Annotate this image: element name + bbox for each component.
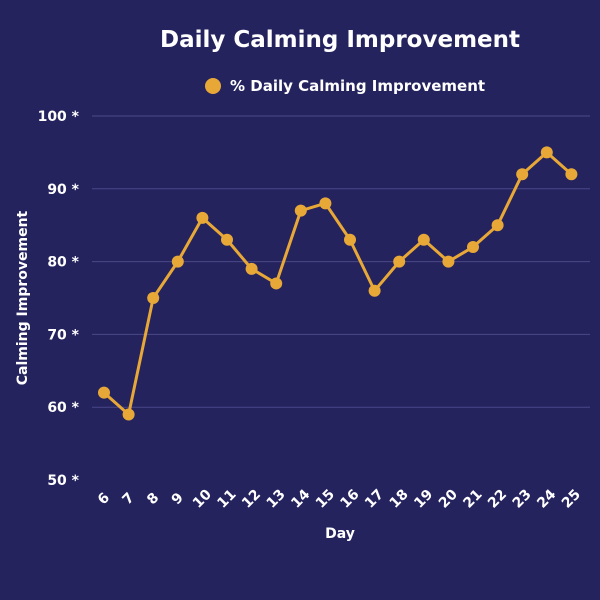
x-tick-label: 23 <box>510 486 535 511</box>
x-tick-label: 19 <box>411 486 436 511</box>
data-point <box>516 168 529 181</box>
x-tick-label: 25 <box>559 486 584 511</box>
y-tick-label: 90 * <box>47 182 79 198</box>
data-point <box>171 255 184 268</box>
series-line <box>103 150 573 416</box>
y-tick-label: 80 * <box>47 255 79 271</box>
data-point <box>565 168 578 181</box>
series-group <box>98 146 578 421</box>
y-tick-label: 70 * <box>47 327 79 343</box>
x-tick-label: 11 <box>214 486 239 511</box>
y-axis-label: Calming Improvement <box>15 210 31 385</box>
x-tick-label: 20 <box>436 486 461 511</box>
y-tick-label: 60 * <box>47 400 79 416</box>
x-tick-label: 13 <box>264 486 289 511</box>
data-point <box>196 211 209 224</box>
data-point <box>294 204 307 217</box>
x-tick-label: 6 <box>95 490 113 508</box>
y-tick-label: 50 * <box>47 473 79 489</box>
data-point <box>147 292 160 304</box>
x-axis-ticks: 6 7 8 9 10 11 12 13 14 15 16 17 18 19 20 21 22 23 24 25 <box>95 486 584 511</box>
x-tick-label: 17 <box>362 486 387 511</box>
data-point <box>491 219 504 232</box>
x-tick-label: 21 <box>460 486 485 511</box>
data-point <box>270 277 283 290</box>
y-tick-label: 100 * <box>38 109 80 125</box>
x-tick-label: 18 <box>387 486 412 511</box>
data-point <box>393 255 406 268</box>
data-point <box>417 233 430 246</box>
data-point <box>467 241 479 254</box>
data-point <box>245 262 258 275</box>
data-point <box>221 233 233 246</box>
grid-lines <box>92 115 590 408</box>
legend-label: % Daily Calming Improvement <box>230 77 485 95</box>
legend: % Daily Calming Improvement <box>205 77 485 95</box>
data-point <box>319 197 332 210</box>
legend-marker <box>205 78 221 94</box>
x-tick-label: 14 <box>288 486 313 511</box>
x-tick-label: 8 <box>144 490 162 508</box>
data-point <box>368 284 381 297</box>
x-tick-label: 9 <box>169 490 187 508</box>
data-point <box>442 255 455 268</box>
x-tick-label: 12 <box>239 486 264 511</box>
x-axis-label: Day <box>325 526 355 542</box>
data-point <box>540 146 553 159</box>
x-tick-label: 22 <box>485 486 510 511</box>
x-tick-label: 16 <box>337 486 362 511</box>
data-point <box>98 386 110 399</box>
x-tick-label: 15 <box>313 486 338 511</box>
x-tick-label: 7 <box>119 490 137 508</box>
chart-title: Daily Calming Improvement <box>160 27 520 53</box>
data-point <box>344 233 356 246</box>
y-axis-ticks: 50 * 60 * 70 * 80 * 90 * 100 * <box>38 109 80 489</box>
data-point <box>122 408 135 421</box>
x-tick-label: 24 <box>534 486 559 511</box>
x-tick-label: 10 <box>190 486 215 511</box>
